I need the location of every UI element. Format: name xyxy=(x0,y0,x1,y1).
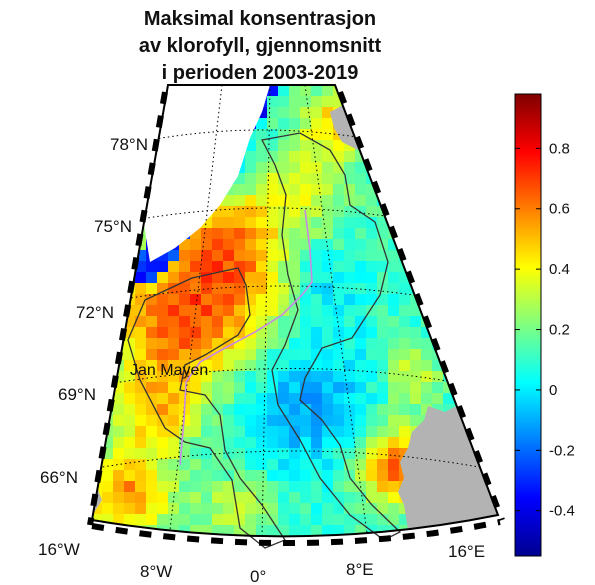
lon-label-0: 0° xyxy=(250,567,266,585)
lat-label-66: 66°N xyxy=(40,468,78,487)
lon-label-16e: 16°E xyxy=(448,542,485,561)
lon-label-8w: 8°W xyxy=(140,562,172,581)
title-line-3: i perioden 2003-2019 xyxy=(161,62,359,84)
greenland-coast xyxy=(140,85,270,262)
ridge-track xyxy=(179,209,313,466)
colorbar-tick-label: 0 xyxy=(549,382,557,399)
map-title: Maksimal konsentrasjon av klorofyll, gje… xyxy=(80,6,440,87)
colorbar-tick-label: 0.2 xyxy=(549,322,570,339)
colorbar: 0.8 0.6 0.4 0.2 0 -0.2 -0.4 xyxy=(514,93,575,557)
parallel-69 xyxy=(101,368,471,386)
frame-ticks-left xyxy=(87,91,168,526)
colorbar-tick-label: -0.2 xyxy=(549,442,575,459)
frame-ticks-bottom xyxy=(91,519,501,547)
meridian-0 xyxy=(261,85,271,537)
parallel-78 xyxy=(149,129,376,141)
title-line-2: av klorofyll, gjennomsnitt xyxy=(138,35,382,57)
colorbar-ticks: 0.8 0.6 0.4 0.2 0 -0.2 -0.4 xyxy=(515,140,575,520)
lat-label-69: 69°N xyxy=(58,385,96,404)
boundary-eastern-area xyxy=(261,132,402,541)
colorbar-gradient xyxy=(514,93,542,557)
lat-label-75: 75°N xyxy=(94,217,132,236)
lat-label-72: 72°N xyxy=(76,303,114,322)
lon-label-16w: 16°W xyxy=(38,540,80,559)
colorbar-tick-label: -0.4 xyxy=(549,503,575,520)
place-label-jan-mayen: Jan Mayen xyxy=(130,362,208,379)
meridian-8e xyxy=(304,85,369,537)
lon-label-8e: 8°E xyxy=(346,560,374,579)
lat-label-78: 78°N xyxy=(110,135,148,154)
frame-ticks-right xyxy=(337,90,505,522)
colorbar-tick-label: 0.8 xyxy=(549,140,570,157)
title-line-1: Maksimal konsentrasjon xyxy=(143,8,377,30)
map-frame xyxy=(90,84,500,538)
colorbar-tick-label: 0.6 xyxy=(549,201,570,218)
colorbar-tick-label: 0.4 xyxy=(549,261,570,278)
